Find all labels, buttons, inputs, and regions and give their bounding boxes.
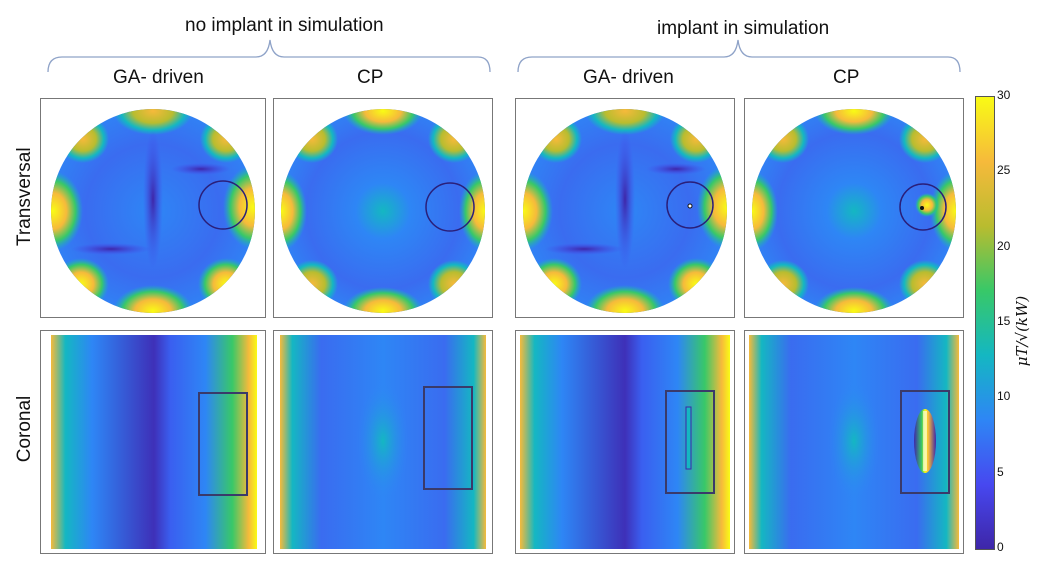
row-label-coronal: Coronal (14, 395, 35, 463)
map-coronal-ga-no-implant (40, 330, 266, 554)
map-transversal-ga-no-implant (40, 98, 266, 318)
colorbar (975, 96, 995, 550)
colorbar-tick-20: 20 (997, 238, 1011, 253)
colorbar-gradient (976, 97, 994, 549)
map-coronal-cp-no-implant (273, 330, 493, 554)
colorbar-tick-25: 25 (997, 163, 1011, 178)
column-label-cp-2: CP (833, 67, 860, 88)
brace-implant (517, 39, 961, 73)
colorbar-tick-0: 0 (997, 540, 1004, 554)
group-braces (47, 39, 961, 73)
brace-no-implant (47, 39, 491, 73)
map-coronal-ga-implant (515, 330, 735, 554)
colorbar-tick-10: 10 (997, 389, 1011, 404)
group-label-implant: implant in simulation (657, 18, 830, 39)
colorbar-tick-5: 5 (997, 464, 1004, 479)
row-label-transversal: Transversal (14, 147, 35, 246)
map-transversal-cp-implant (744, 98, 964, 318)
colorbar-tick-30: 30 (997, 88, 1011, 102)
map-transversal-ga-implant (515, 98, 735, 318)
colorbar-tick-15: 15 (997, 314, 1011, 328)
group-label-no-implant: no implant in simulation (185, 15, 384, 36)
column-label-ga-driven-2: GA- driven (583, 67, 674, 88)
column-label-cp-1: CP (357, 67, 384, 88)
colorbar-label: μT/√(kW) (1013, 295, 1031, 367)
column-label-ga-driven-1: GA- driven (113, 67, 204, 88)
map-coronal-cp-implant (744, 330, 964, 554)
map-transversal-cp-no-implant (273, 98, 493, 318)
